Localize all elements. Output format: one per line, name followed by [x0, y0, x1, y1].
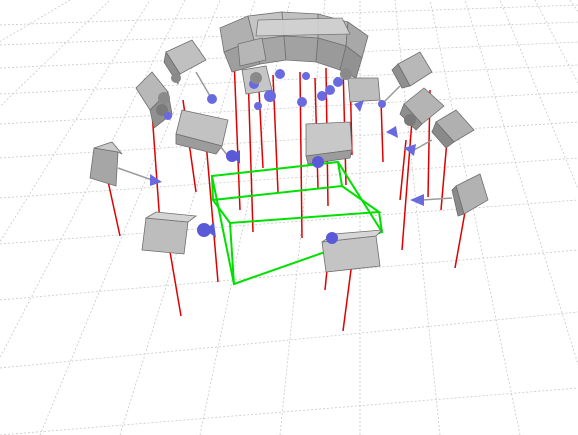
camera-10: [404, 109, 475, 156]
camera-4: [89, 141, 162, 187]
camera-12: [325, 77, 381, 112]
camera-15: [158, 68, 352, 104]
camera-13: [241, 65, 276, 110]
bounding-box: [210, 160, 384, 286]
camera-8: [378, 51, 433, 108]
camera-ring: [219, 11, 369, 79]
camera-16: [206, 150, 240, 238]
camera-array: [89, 39, 489, 273]
camera-5: [141, 211, 211, 255]
camera-9: [386, 87, 445, 138]
camera-3: [175, 109, 238, 162]
camera-11: [410, 173, 489, 217]
camera-7: [321, 229, 384, 273]
camera-14: [275, 69, 343, 107]
camera-6: [305, 121, 353, 168]
